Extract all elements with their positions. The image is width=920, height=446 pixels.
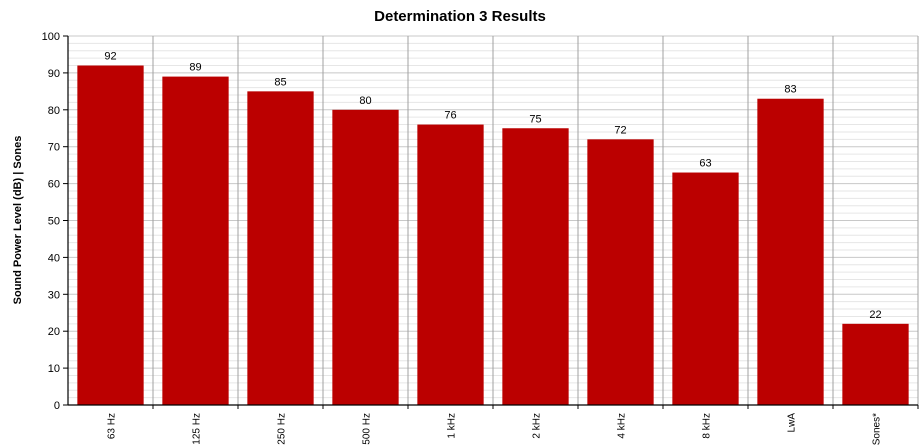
data-label: 85 (274, 76, 286, 88)
bar (842, 323, 909, 405)
y-tick-label: 90 (48, 68, 60, 80)
axes: 0 10 20 30 40 50 60 70 80 90 100 63 Hz 125 Hz 250 Hz 5… (42, 31, 919, 445)
y-tick-label: 40 (48, 252, 60, 264)
data-labels: 92 89 85 80 76 75 72 63 83 22 (104, 51, 881, 321)
data-label: 22 (869, 309, 881, 321)
y-tick-label: 50 (48, 216, 60, 228)
bar (502, 128, 569, 405)
y-tick-label: 60 (48, 179, 60, 191)
y-tick-label: 30 (48, 289, 60, 301)
bars (77, 65, 909, 406)
data-label: 75 (529, 113, 541, 125)
bar (587, 139, 654, 405)
data-label: 92 (104, 51, 116, 63)
x-tick-label: 250 Hz (277, 413, 288, 445)
bar (757, 98, 824, 405)
data-label: 89 (189, 62, 201, 74)
x-tick-label: 8 kHz (702, 413, 713, 439)
data-label: 76 (444, 110, 456, 122)
x-tick-label: 1 kHz (447, 413, 458, 439)
x-tick-label: 2 kHz (532, 413, 543, 439)
y-tick-label: 100 (42, 31, 60, 43)
chart-title: Determination 3 Results (374, 8, 546, 25)
data-label: 80 (359, 95, 371, 107)
x-tick-label: LwA (787, 413, 798, 433)
bar (417, 124, 484, 405)
y-tick-label: 10 (48, 363, 60, 375)
x-tick-label: Sones* (872, 413, 883, 445)
x-tick-label: 500 Hz (362, 413, 373, 445)
y-tick-label: 20 (48, 326, 60, 338)
x-tick-label: 125 Hz (192, 413, 203, 445)
y-tick-label: 70 (48, 142, 60, 154)
data-label: 72 (614, 124, 626, 136)
bar (162, 76, 229, 405)
x-tick-label: 63 Hz (107, 413, 118, 439)
data-label: 63 (699, 158, 711, 170)
bar (247, 91, 314, 405)
data-label: 83 (784, 84, 796, 96)
bar (77, 65, 144, 406)
bar (332, 109, 399, 406)
y-tick-label: 80 (48, 105, 60, 117)
x-tick-label: 4 kHz (617, 413, 628, 439)
y-tick-label: 0 (54, 400, 60, 412)
bar (672, 172, 739, 405)
